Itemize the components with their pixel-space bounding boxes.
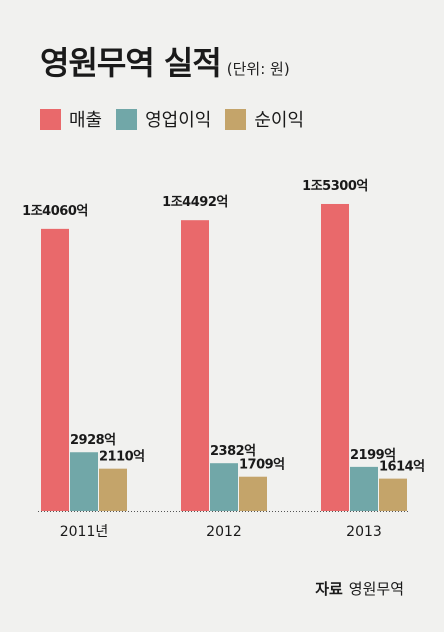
chart-title: 영원무역 실적 — [40, 44, 222, 82]
legend-label-revenue: 매출 — [69, 110, 103, 131]
bar-operating-1 — [70, 452, 98, 511]
title-row: 영원무역 실적 (단위: 원) — [40, 38, 290, 84]
legend-item-operating: 영업이익 — [116, 106, 211, 132]
legend-item-net: 순이익 — [225, 106, 304, 132]
bar-net-3 — [379, 478, 407, 511]
bar-revenue-3 — [321, 203, 349, 512]
legend-label-net: 순이익 — [254, 110, 305, 131]
data-label-net-1: 2110억 — [99, 450, 145, 465]
bar-revenue-2 — [181, 220, 209, 512]
legend: 매출 영업이익 순이익 — [40, 106, 318, 132]
x-tick-label-3: 2013 — [346, 524, 382, 540]
source-label: 자료 — [315, 580, 343, 598]
bar-net-2 — [239, 476, 267, 511]
x-tick-label-1: 2011년 — [60, 524, 109, 540]
bar-revenue-1 — [41, 228, 69, 511]
legend-swatch-net — [225, 108, 247, 130]
data-label-operating-3: 2199억 — [350, 448, 396, 463]
data-label-net-2: 1709억 — [239, 458, 285, 473]
legend-swatch-operating — [116, 108, 138, 130]
legend-swatch-revenue — [40, 108, 61, 130]
data-label-operating-2: 2382억 — [210, 444, 256, 459]
data-label-revenue-3: 1조5300억 — [302, 179, 368, 194]
x-tick-label-2: 2012 — [206, 524, 242, 540]
bar-operating-2 — [210, 463, 238, 511]
data-label-operating-1: 2928억 — [70, 433, 116, 448]
data-label-revenue-2: 1조4492억 — [162, 195, 228, 210]
legend-label-operating: 영업이익 — [145, 110, 212, 131]
data-label-net-3: 1614억 — [379, 460, 425, 475]
unit-label: (단위: 원) — [226, 60, 290, 78]
bar-operating-3 — [350, 466, 378, 511]
source-value: 영원무역 — [348, 580, 404, 598]
bar-net-1 — [99, 468, 127, 511]
data-label-revenue-1: 1조4060억 — [22, 204, 88, 219]
legend-item-revenue: 매출 — [40, 106, 102, 132]
source-credit: 자료 영원무역 — [315, 578, 404, 599]
